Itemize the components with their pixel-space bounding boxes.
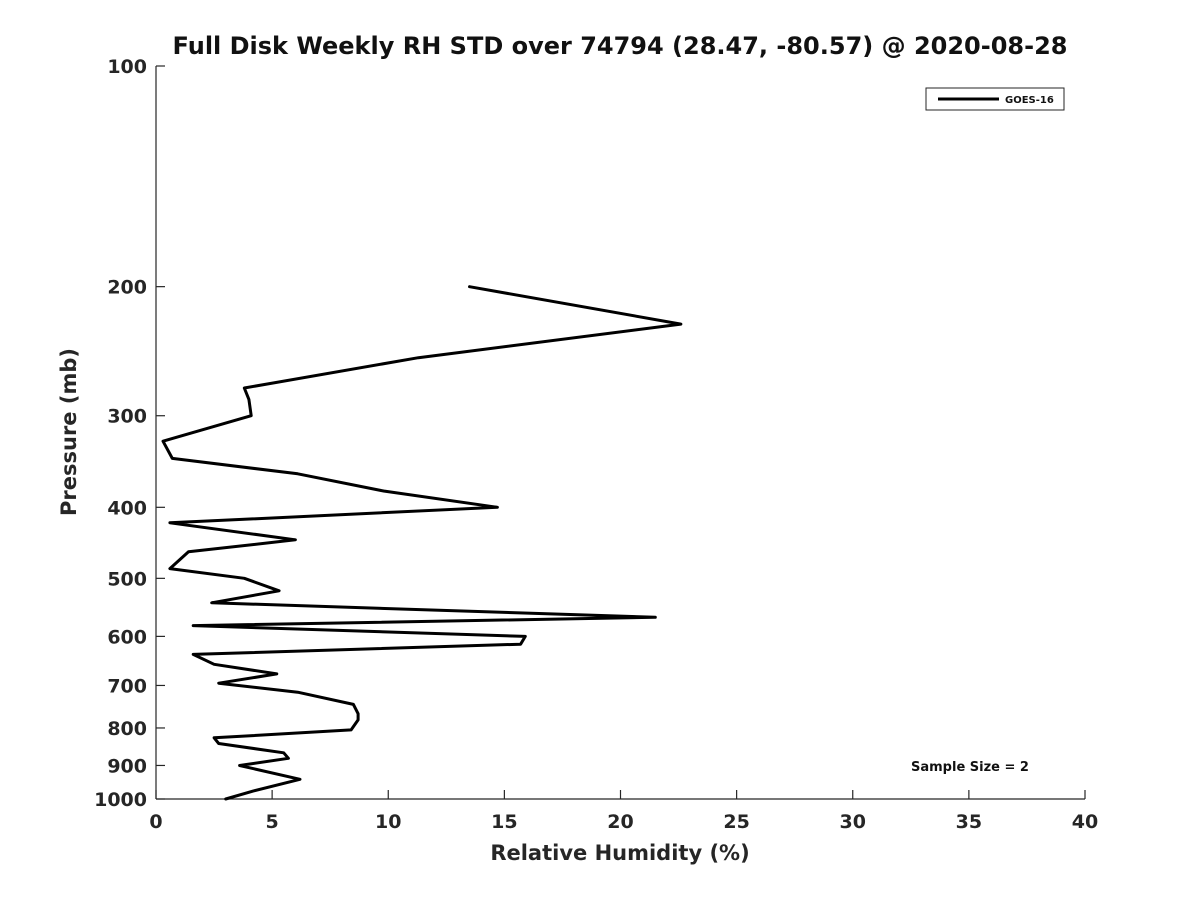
y-tick-label: 600 [107,626,147,648]
sample-size-annotation: Sample Size = 2 [911,760,1029,775]
x-tick-label: 0 [149,811,162,833]
y-tick-label: 900 [107,755,147,777]
y-tick-label: 1000 [94,789,147,811]
series-layer [161,285,683,801]
x-tick-label: 10 [375,811,401,833]
y-tick-label: 200 [107,277,147,299]
y-tick-label: 100 [107,56,147,78]
y-axis-label: Pressure (mb) [57,348,81,516]
y-tick-label: 800 [107,718,147,740]
series-line-goes-16 [161,285,683,801]
plot-area [156,66,1085,799]
x-tick-label: 35 [956,811,982,833]
y-tick-label: 500 [107,568,147,590]
y-tick-label: 300 [107,406,147,428]
chart-title: Full Disk Weekly RH STD over 74794 (28.4… [173,32,1068,60]
y-tick-label: 700 [107,675,147,697]
legend-entry-goes16: GOES-16 [1005,95,1054,106]
x-tick-label: 5 [266,811,279,833]
x-tick-label: 25 [723,811,749,833]
y-axis-ticks: 100 200 300 400 500 600 700 800 900 1000 [94,56,165,811]
y-tick-label: 400 [107,497,147,519]
legend: GOES-16 [925,87,1065,111]
x-tick-label: 20 [607,811,633,833]
x-axis-label: Relative Humidity (%) [490,841,749,865]
x-tick-label: 40 [1072,811,1098,833]
x-axis-ticks: 0 5 10 15 20 25 30 35 40 [149,790,1098,833]
x-tick-label: 15 [491,811,517,833]
x-tick-label: 30 [840,811,866,833]
